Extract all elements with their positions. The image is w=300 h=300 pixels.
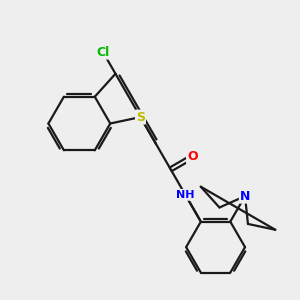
Text: O: O [187,150,198,163]
Text: Cl: Cl [96,46,110,59]
Text: NH: NH [176,190,195,200]
Text: N: N [240,190,250,202]
Text: S: S [136,111,145,124]
